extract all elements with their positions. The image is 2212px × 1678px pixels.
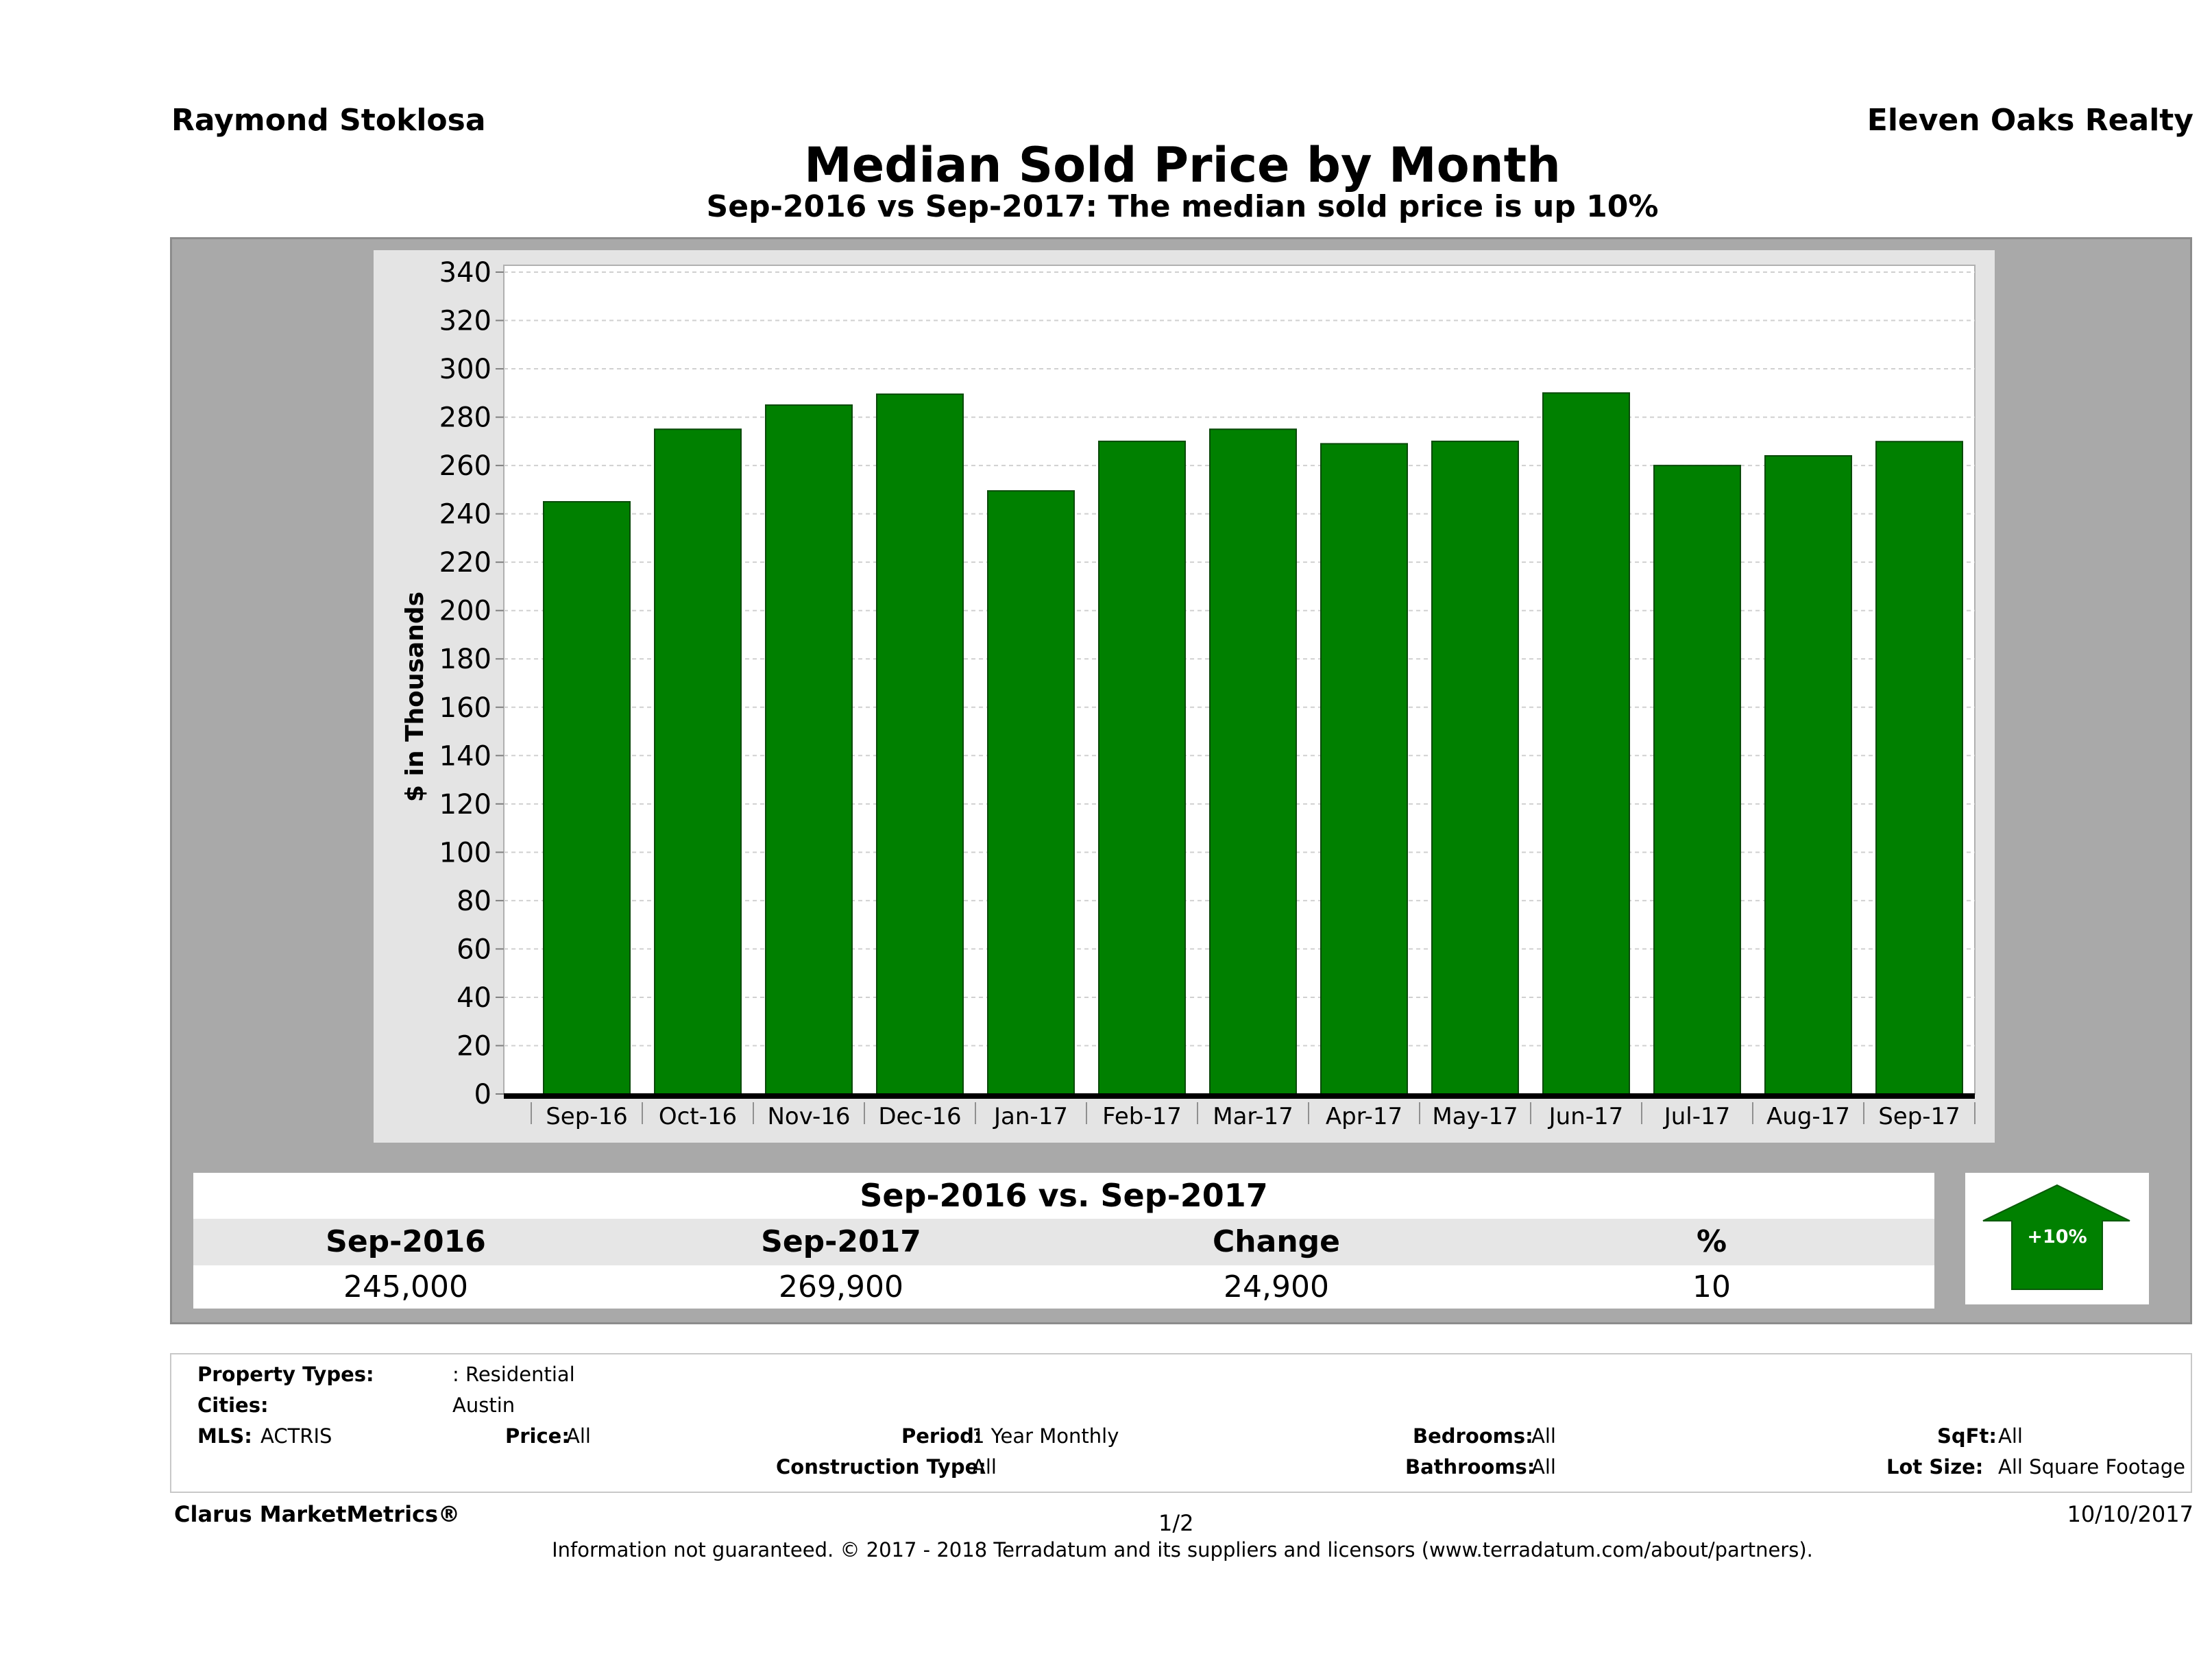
column-header-percent: % [1696,1224,1727,1259]
footer-brand: Clarus MarketMetrics® [174,1501,461,1527]
x-tick-label: Apr-17 [1326,1103,1402,1130]
bar [765,404,853,1095]
y-tick-label: 80 [457,886,491,917]
price-label: Price: [505,1424,570,1448]
column-header-start: Sep-2016 [326,1224,486,1259]
column-header-end: Sep-2017 [761,1224,921,1259]
y-tick-label: 220 [439,547,491,579]
page-number: 1/2 [1158,1510,1194,1536]
column-header-change: Change [1213,1224,1340,1259]
cities-value: Austin [452,1394,515,1417]
x-tick-label: Oct-16 [659,1103,737,1130]
bar [987,490,1075,1095]
bar [1542,392,1630,1095]
bar-chart: 0 20 40 60 80 100 120 140 160 180 200 220 240 260 280 3… [374,250,1995,1143]
x-tick-label: Aug-17 [1766,1103,1850,1130]
x-tick-label: Nov-16 [768,1103,851,1130]
price-value: All [566,1424,591,1448]
bar [654,428,742,1095]
bathrooms-value: All [1531,1455,1556,1479]
cities-label: Cities: [197,1394,269,1417]
y-tick-label: 300 [439,354,491,385]
sqft-label: SqFt: [1937,1424,1997,1448]
value-change: 24,900 [1224,1269,1329,1304]
disclaimer: Information not guaranteed. © 2017 - 201… [552,1538,1813,1561]
x-tick-label: May-17 [1432,1103,1518,1130]
construction-type-label: Construction Type: [776,1455,986,1479]
construction-type-value: All [972,1455,997,1479]
x-tick-label: Sep-17 [1878,1103,1960,1130]
bar [1875,441,1963,1095]
y-tick-label: 0 [474,1079,491,1110]
y-tick-label: 280 [439,402,491,434]
page-subtitle: Sep-2016 vs Sep-2017: The median sold pr… [706,189,1659,224]
y-tick-label: 100 [439,837,491,868]
comparison-title: Sep-2016 vs. Sep-2017 [860,1177,1268,1214]
bedrooms-label: Bedrooms: [1413,1424,1533,1448]
up-arrow-icon [1982,1184,2130,1290]
y-tick-label: 40 [457,982,491,1014]
comparison-column-headers: Sep-2016 Sep-2017 Change % [193,1219,1934,1265]
comparison-table: Sep-2016 vs. Sep-2017 Sep-2016 Sep-2017 … [193,1173,1934,1309]
y-tick-label: 340 [439,257,491,289]
y-axis-title: $ in Thousands [401,592,429,802]
company-name: Eleven Oaks Realty [1867,103,2193,138]
report-criteria: Property Types: : Residential Cities: Au… [170,1353,2192,1493]
y-tick-label: 120 [439,789,491,820]
page-title: Median Sold Price by Month [804,137,1561,193]
lot-size-value: All Square Footage [1998,1455,2186,1479]
bar [1098,440,1186,1095]
value-percent: 10 [1692,1269,1731,1304]
bar [543,501,631,1095]
y-tick-label: 60 [457,934,491,965]
period-label: Period: [901,1424,982,1448]
bar [1764,455,1852,1095]
period-value: 1 Year Monthly [972,1424,1119,1448]
x-tick-label: Sep-16 [546,1103,628,1130]
bar [1320,443,1408,1095]
value-start: 245,000 [343,1269,468,1304]
y-tick-label: 240 [439,499,491,531]
agent-name: Raymond Stoklosa [171,103,486,138]
bar [876,393,964,1095]
property-types-value: : Residential [452,1363,575,1386]
x-tick-label: Jan-17 [993,1103,1068,1130]
x-tick-label: Jul-17 [1663,1103,1731,1130]
y-tick-label: 200 [439,596,491,627]
y-tick-label: 160 [439,692,491,724]
y-tick-label: 260 [439,450,491,482]
mls-value: ACTRIS [260,1424,332,1448]
bar [1653,465,1741,1095]
bar [1431,440,1519,1095]
sqft-value: All [1998,1424,2023,1448]
bedrooms-value: All [1531,1424,1556,1448]
bar [1209,428,1297,1095]
lot-size-label: Lot Size: [1886,1455,1984,1479]
change-badge-label: +10% [2027,1226,2087,1248]
x-tick-label: Jun-17 [1548,1103,1624,1130]
change-badge: +10% [1965,1173,2149,1304]
comparison-values: 245,000 269,900 24,900 10 [193,1265,1934,1309]
y-tick-label: 320 [439,306,491,337]
x-tick-label: Mar-17 [1213,1103,1293,1130]
mls-label: MLS: [197,1424,252,1448]
y-tick-label: 180 [439,644,491,675]
report-date: 10/10/2017 [2067,1501,2193,1527]
property-types-label: Property Types: [197,1363,374,1386]
x-tick-label: Dec-16 [878,1103,961,1130]
comparison-header: Sep-2016 vs. Sep-2017 [193,1173,1934,1219]
value-end: 269,900 [779,1269,903,1304]
bathrooms-label: Bathrooms: [1405,1455,1535,1479]
x-tick-label: Feb-17 [1102,1103,1182,1130]
y-tick-label: 20 [457,1030,491,1062]
y-tick-label: 140 [439,740,491,772]
